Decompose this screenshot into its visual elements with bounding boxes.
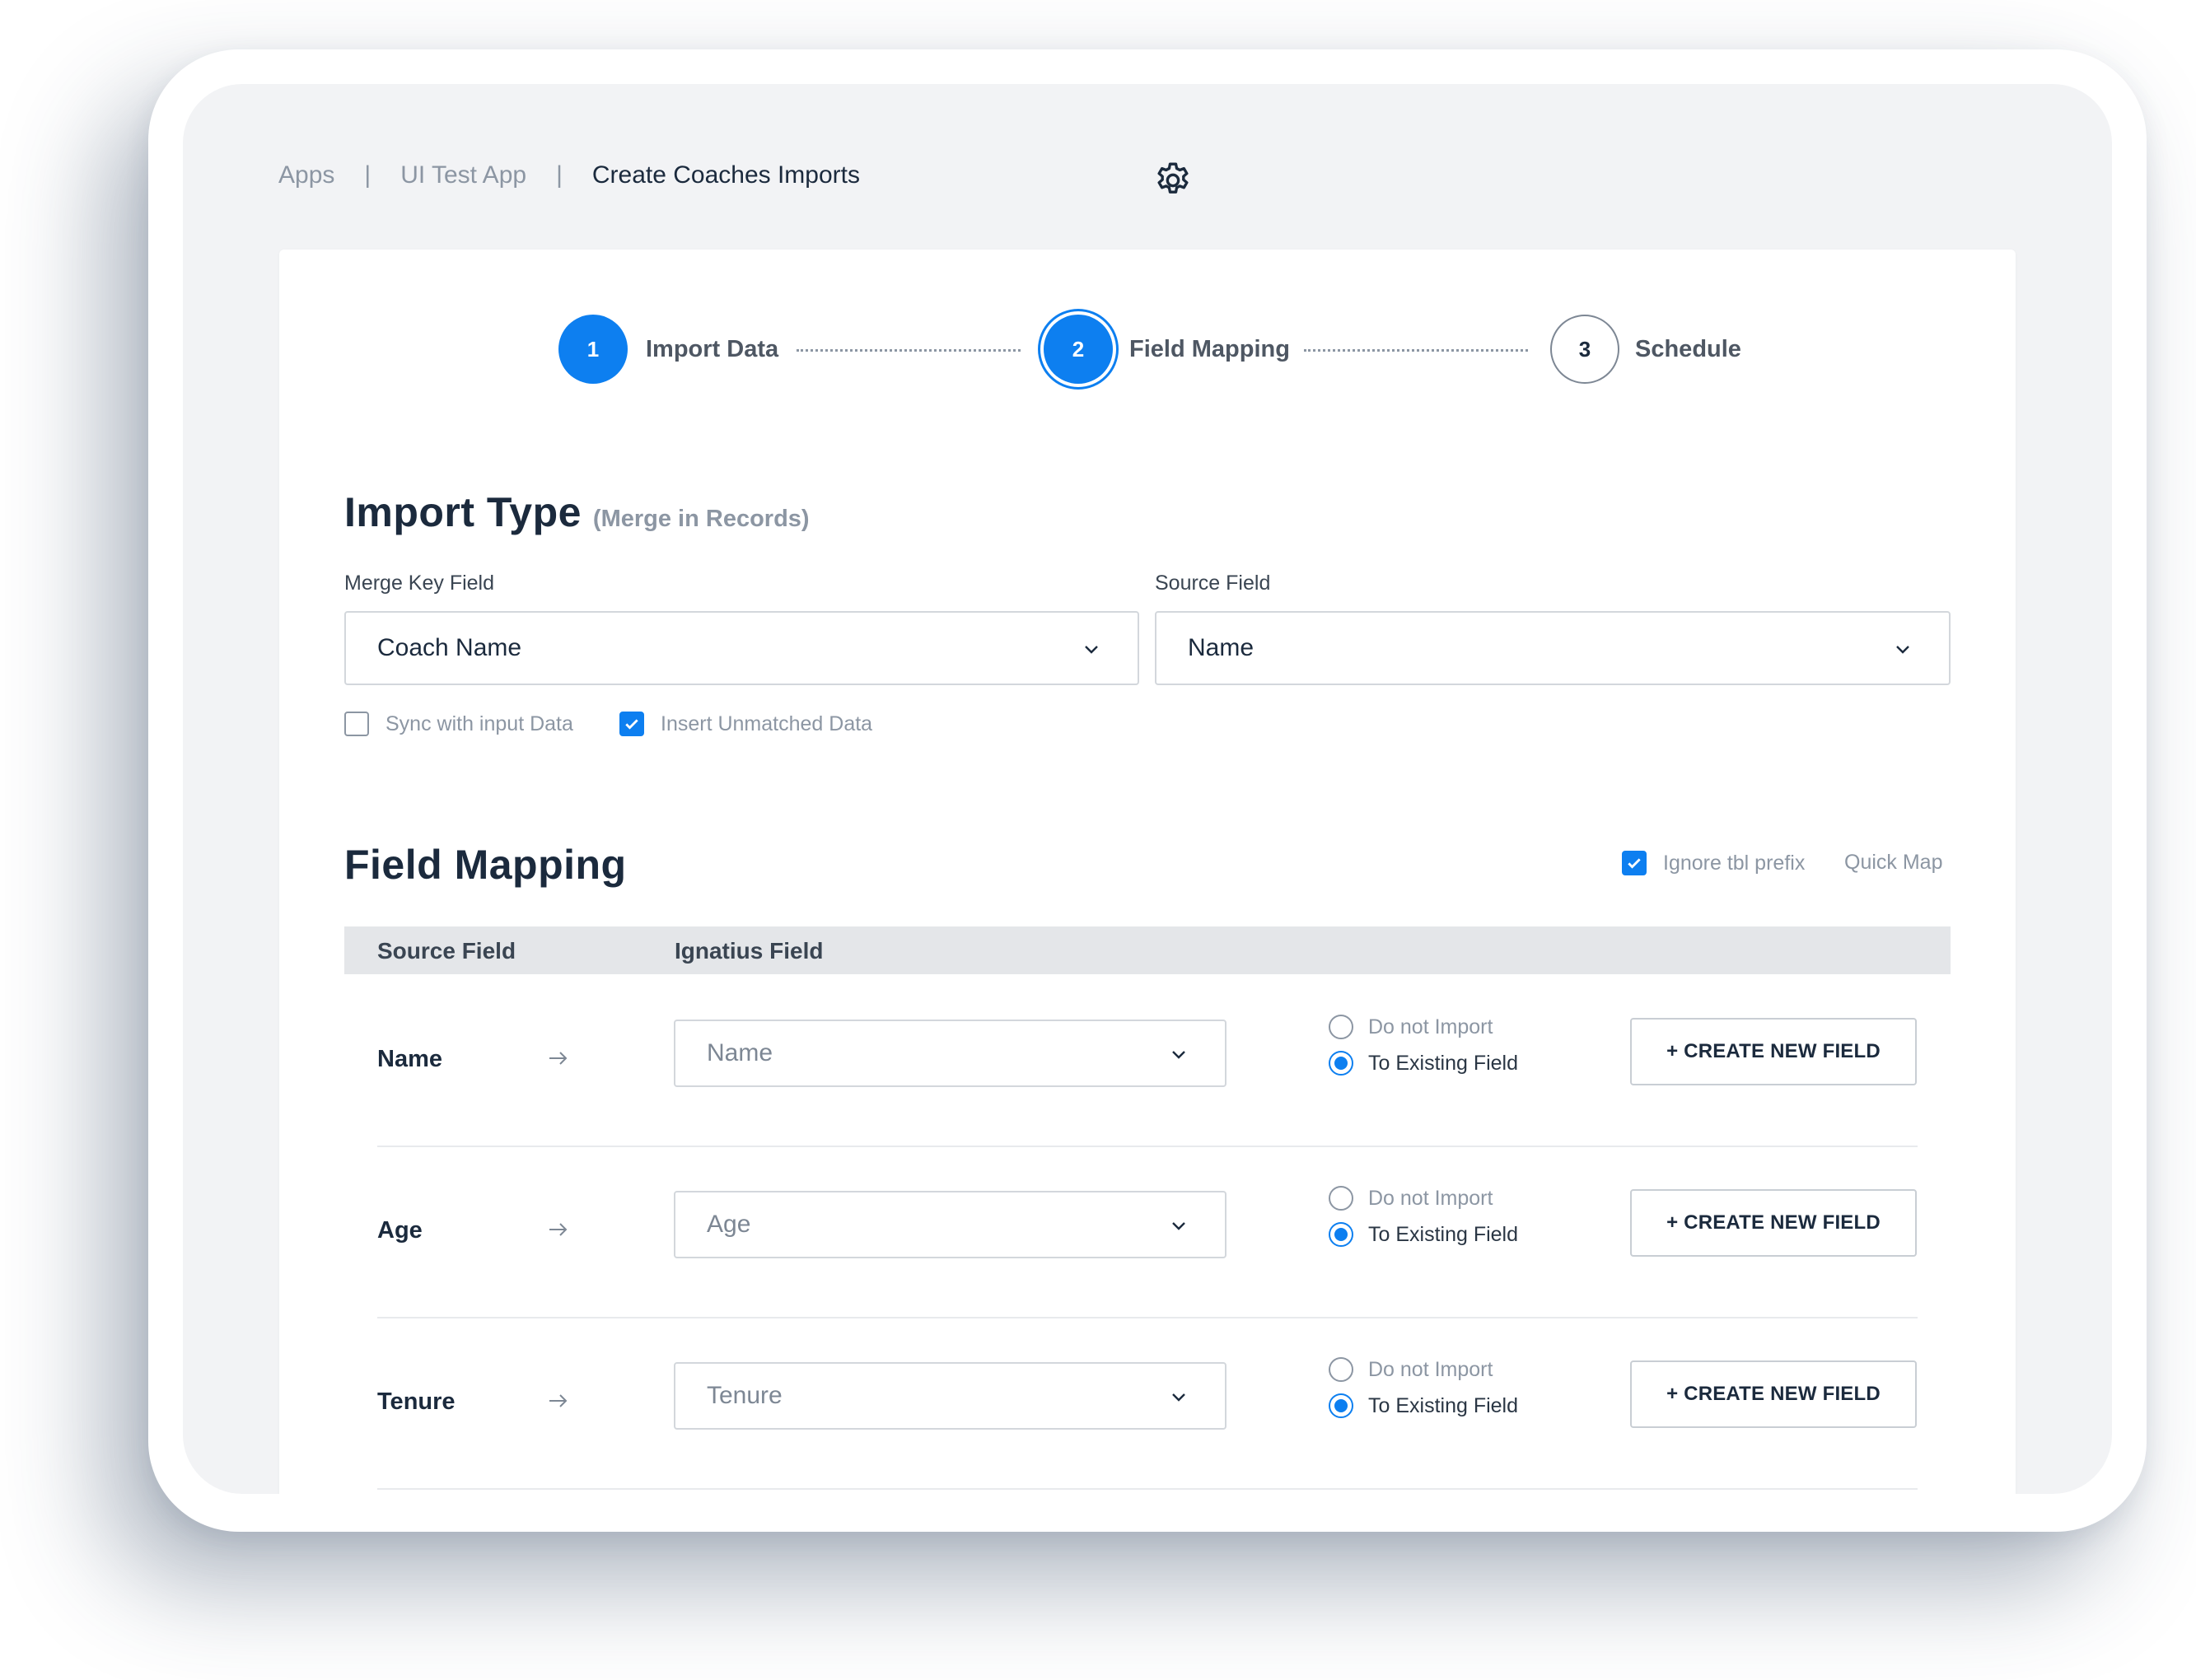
mapping-table-header: Source Field Ignatius Field	[344, 926, 1951, 974]
insert-unmatched-option: Insert Unmatched Data	[619, 712, 872, 736]
insert-unmatched-label: Insert Unmatched Data	[661, 712, 873, 735]
do-not-import-radio[interactable]	[1329, 1357, 1353, 1382]
merge-key-select[interactable]: Coach Name	[344, 611, 1139, 685]
to-existing-field-option[interactable]: To Existing Field	[1329, 1051, 1518, 1076]
do-not-import-label: Do not Import	[1368, 1357, 1493, 1381]
arrow-right-icon	[549, 1394, 568, 1407]
sync-input-checkbox[interactable]	[344, 712, 369, 736]
breadcrumb-separator: |	[556, 161, 563, 189]
to-existing-field-label: To Existing Field	[1368, 1051, 1519, 1075]
to-existing-field-label: To Existing Field	[1368, 1393, 1519, 1417]
step-1-circle[interactable]: 1	[558, 315, 628, 384]
do-not-import-radio[interactable]	[1329, 1015, 1353, 1039]
row-divider	[377, 1146, 1918, 1147]
ignatius-field-select[interactable]: Tenure	[674, 1362, 1226, 1430]
chevron-down-icon	[1172, 1222, 1185, 1230]
row-divider	[377, 1317, 1918, 1318]
field-mapping-title: Field Mapping	[344, 842, 627, 888]
to-existing-field-radio[interactable]	[1329, 1222, 1353, 1247]
source-field-select[interactable]: Name	[1155, 611, 1951, 685]
ignore-prefix-checkbox[interactable]	[1622, 851, 1647, 875]
import-option-group: Do not Import To Existing Field	[1329, 1186, 1518, 1258]
create-new-field-button[interactable]: + CREATE NEW FIELD	[1630, 1360, 1917, 1428]
to-existing-field-radio[interactable]	[1329, 1393, 1353, 1418]
merge-key-value: Coach Name	[377, 634, 522, 661]
source-field-label: Source Field	[1155, 572, 1271, 595]
row-source-name: Name	[377, 1046, 442, 1072]
table-row: Age Age Do not Import To Existing Field …	[279, 1186, 2016, 1370]
quick-map-link[interactable]: Quick Map	[1844, 851, 1943, 874]
ignatius-field-value: Name	[707, 1039, 773, 1066]
step-3-circle[interactable]: 3	[1550, 315, 1619, 384]
to-existing-field-option[interactable]: To Existing Field	[1329, 1393, 1518, 1418]
step-connector	[1304, 349, 1528, 352]
breadcrumb-ui-test-app[interactable]: UI Test App	[400, 161, 527, 189]
breadcrumb-apps[interactable]: Apps	[278, 161, 335, 189]
ignatius-field-value: Age	[707, 1211, 751, 1238]
row-source-name: Tenure	[377, 1388, 456, 1415]
import-type-title: Import Type (Merge in Records)	[344, 488, 810, 536]
ignore-prefix-option: Ignore tbl prefix	[1622, 851, 1805, 875]
do-not-import-radio[interactable]	[1329, 1186, 1353, 1211]
column-source-field: Source Field	[377, 938, 516, 964]
table-row: Name Name Do not Import To Existing Fiel…	[279, 1015, 2016, 1199]
breadcrumb: Apps | UI Test App | Create Coaches Impo…	[278, 163, 860, 188]
do-not-import-label: Do not Import	[1368, 1186, 1493, 1210]
import-type-heading: Import Type	[344, 489, 582, 535]
do-not-import-option[interactable]: Do not Import	[1329, 1186, 1518, 1211]
table-row: Tenure Tenure Do not Import To Existing …	[279, 1357, 2016, 1494]
check-icon	[625, 719, 638, 730]
step-connector	[797, 349, 1021, 352]
ignatius-field-select[interactable]: Name	[674, 1020, 1226, 1087]
import-card: 1 Import Data 2 Field Mapping 3 Schedule…	[279, 250, 2016, 1494]
step-1-label[interactable]: Import Data	[646, 336, 779, 362]
to-existing-field-label: To Existing Field	[1368, 1222, 1519, 1246]
app-screen: Apps | UI Test App | Create Coaches Impo…	[183, 84, 2112, 1494]
breadcrumb-current-page: Create Coaches Imports	[591, 161, 860, 189]
do-not-import-option[interactable]: Do not Import	[1329, 1015, 1518, 1039]
to-existing-field-radio[interactable]	[1329, 1051, 1353, 1076]
source-field-value: Name	[1188, 634, 1255, 661]
chevron-down-icon	[1172, 1051, 1185, 1059]
arrow-right-icon	[549, 1052, 568, 1065]
do-not-import-option[interactable]: Do not Import	[1329, 1357, 1518, 1382]
ignore-prefix-label: Ignore tbl prefix	[1663, 851, 1806, 875]
column-ignatius-field: Ignatius Field	[675, 938, 824, 964]
breadcrumb-separator: |	[364, 161, 371, 189]
chevron-down-icon	[1085, 646, 1098, 654]
row-source-name: Age	[377, 1217, 423, 1244]
sync-input-label: Sync with input Data	[385, 712, 573, 735]
insert-unmatched-checkbox[interactable]	[619, 712, 644, 736]
chevron-down-icon	[1172, 1393, 1185, 1402]
gear-icon[interactable]	[1152, 160, 1194, 201]
merge-key-field-label: Merge Key Field	[344, 572, 495, 595]
step-2-circle[interactable]: 2	[1044, 315, 1113, 384]
arrow-right-icon	[549, 1223, 568, 1236]
stepper: 1 Import Data 2 Field Mapping 3 Schedule	[279, 315, 2016, 384]
row-divider	[377, 1488, 1918, 1490]
step-3-label[interactable]: Schedule	[1635, 336, 1741, 362]
ignatius-field-value: Tenure	[707, 1382, 783, 1409]
create-new-field-button[interactable]: + CREATE NEW FIELD	[1630, 1018, 1917, 1085]
import-option-group: Do not Import To Existing Field	[1329, 1015, 1518, 1087]
import-option-group: Do not Import To Existing Field	[1329, 1357, 1518, 1430]
to-existing-field-option[interactable]: To Existing Field	[1329, 1222, 1518, 1247]
check-icon	[1628, 858, 1641, 869]
ignatius-field-select[interactable]: Age	[674, 1191, 1226, 1258]
do-not-import-label: Do not Import	[1368, 1015, 1493, 1038]
sync-input-option: Sync with input Data	[344, 712, 573, 736]
chevron-down-icon	[1896, 646, 1909, 654]
import-type-subtitle: (Merge in Records)	[592, 506, 810, 532]
step-2-label[interactable]: Field Mapping	[1129, 336, 1290, 362]
create-new-field-button[interactable]: + CREATE NEW FIELD	[1630, 1189, 1917, 1257]
